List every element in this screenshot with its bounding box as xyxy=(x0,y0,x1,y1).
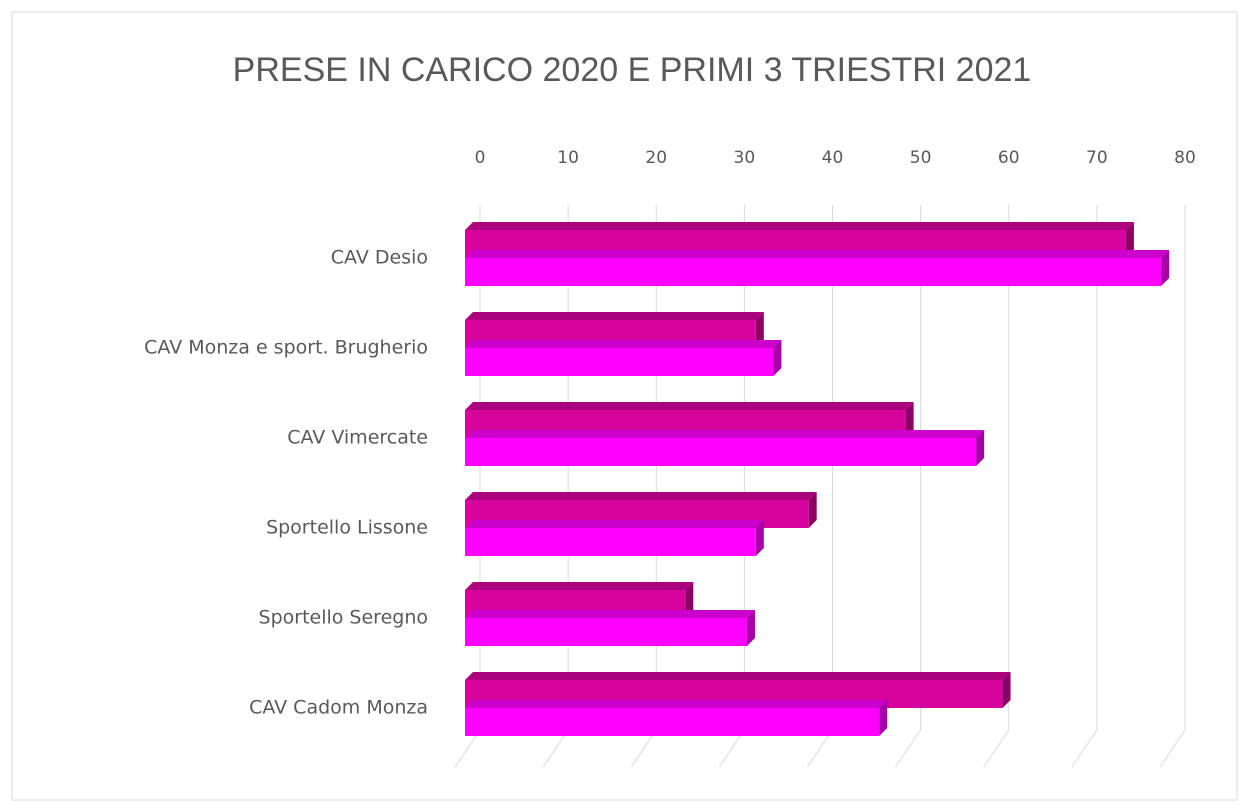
x-tick-label: 40 xyxy=(822,148,844,168)
x-tick-label: 70 xyxy=(1086,148,1108,168)
bar-side xyxy=(1002,672,1011,708)
bar-side xyxy=(976,430,985,466)
grid-line-floor xyxy=(718,729,745,768)
bar-top xyxy=(465,250,1170,258)
bar-top xyxy=(465,492,817,500)
bar-top xyxy=(465,582,694,590)
bar-side xyxy=(1125,222,1134,258)
grid-line-floor xyxy=(807,729,833,768)
bar xyxy=(465,348,774,376)
chart-title: PRESE IN CARICO 2020 E PRIMI 3 TRIESTRI … xyxy=(233,51,1032,89)
x-tick-label: 80 xyxy=(1174,148,1196,168)
bar-side xyxy=(808,492,817,528)
bar xyxy=(465,528,756,556)
bar-top xyxy=(465,402,914,410)
bar-top xyxy=(465,222,1134,230)
bar-side xyxy=(773,340,782,376)
grid-line-floor xyxy=(1159,729,1186,768)
grid-line-floor xyxy=(895,729,922,768)
y-tick-label: Sportello Lissone xyxy=(266,517,428,539)
bar xyxy=(465,618,747,646)
bar-top xyxy=(465,312,764,320)
y-tick-label: CAV Vimercate xyxy=(287,427,428,449)
grid-line-floor xyxy=(983,729,1010,768)
bar-top xyxy=(465,700,888,708)
bar-top xyxy=(465,520,764,528)
bar-side xyxy=(685,582,694,618)
bar-side xyxy=(755,312,764,348)
x-tick-label: 30 xyxy=(734,148,756,168)
bar-top xyxy=(465,672,1011,680)
x-tick-label: 10 xyxy=(557,148,579,168)
x-tick-label: 60 xyxy=(998,148,1020,168)
y-tick-label: Sportello Seregno xyxy=(259,607,428,629)
bar xyxy=(465,708,880,736)
bar xyxy=(465,438,977,466)
y-tick-label: CAV Desio xyxy=(331,247,428,269)
bar-side xyxy=(755,520,764,556)
bar-side xyxy=(747,610,755,646)
grid-line-floor xyxy=(630,729,657,768)
bar-side xyxy=(905,402,914,438)
grid-line-floor xyxy=(1071,729,1098,768)
x-tick-label: 20 xyxy=(645,148,667,168)
y-tick-label: CAV Monza e sport. Brugherio xyxy=(144,337,428,359)
bar xyxy=(465,258,1162,286)
bar-top xyxy=(465,610,755,618)
grid-line-floor xyxy=(542,729,569,768)
bar-side xyxy=(1161,250,1170,286)
x-tick-label: 50 xyxy=(910,148,932,168)
bar-top xyxy=(465,430,985,438)
y-tick-label: CAV Cadom Monza xyxy=(249,697,428,719)
grid-line-floor xyxy=(454,729,481,768)
bar-side xyxy=(879,700,888,736)
bar-top xyxy=(465,340,782,348)
x-tick-label: 0 xyxy=(475,148,486,168)
